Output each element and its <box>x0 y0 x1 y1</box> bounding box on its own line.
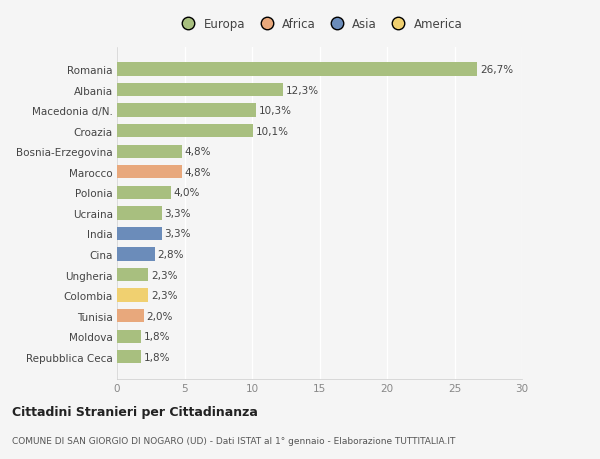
Text: 1,8%: 1,8% <box>144 352 170 362</box>
Bar <box>117 166 182 179</box>
Bar <box>117 309 144 323</box>
Text: 3,3%: 3,3% <box>164 229 191 239</box>
Bar <box>117 227 161 241</box>
Text: 10,3%: 10,3% <box>259 106 292 116</box>
Text: 4,8%: 4,8% <box>185 168 211 178</box>
Text: 12,3%: 12,3% <box>286 85 319 95</box>
Text: 2,0%: 2,0% <box>147 311 173 321</box>
Text: 4,0%: 4,0% <box>174 188 200 198</box>
Bar <box>117 207 161 220</box>
Bar <box>117 248 155 261</box>
Text: 2,8%: 2,8% <box>157 249 184 259</box>
Text: Cittadini Stranieri per Cittadinanza: Cittadini Stranieri per Cittadinanza <box>12 405 258 419</box>
Bar <box>117 186 171 200</box>
Text: 10,1%: 10,1% <box>256 126 289 136</box>
Text: 26,7%: 26,7% <box>480 65 513 75</box>
Bar <box>117 330 142 343</box>
Text: 3,3%: 3,3% <box>164 208 191 218</box>
Text: 4,8%: 4,8% <box>185 147 211 157</box>
Text: 1,8%: 1,8% <box>144 331 170 341</box>
Text: 2,3%: 2,3% <box>151 270 177 280</box>
Bar <box>117 104 256 118</box>
Bar <box>117 269 148 282</box>
Bar <box>117 125 253 138</box>
Bar <box>117 63 478 77</box>
Bar <box>117 289 148 302</box>
Bar <box>117 350 142 364</box>
Bar <box>117 145 182 158</box>
Legend: Europa, Africa, Asia, America: Europa, Africa, Asia, America <box>173 14 466 34</box>
Text: COMUNE DI SAN GIORGIO DI NOGARO (UD) - Dati ISTAT al 1° gennaio - Elaborazione T: COMUNE DI SAN GIORGIO DI NOGARO (UD) - D… <box>12 436 455 445</box>
Bar <box>117 84 283 97</box>
Text: 2,3%: 2,3% <box>151 291 177 301</box>
